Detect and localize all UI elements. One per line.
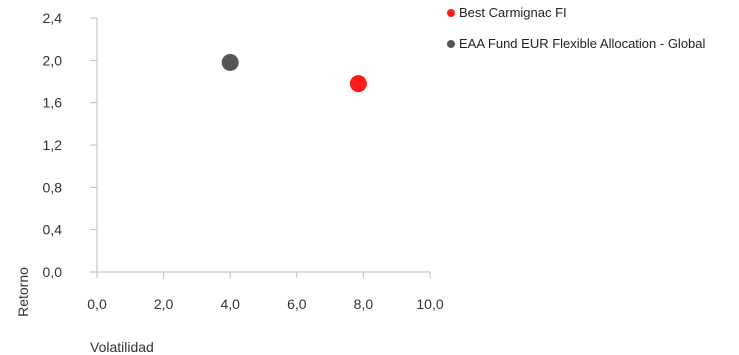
x-axis-ticks: 0,0 2,0 4,0 6,0 8,0 10,0 — [87, 272, 444, 312]
legend-marker-gray — [447, 39, 455, 48]
y-tick-label: 1,2 — [43, 137, 63, 153]
y-tick-label: 2,4 — [43, 10, 63, 26]
y-tick-label: 0,8 — [43, 179, 63, 195]
x-tick-label: 8,0 — [354, 296, 374, 312]
y-tick-label: 2,0 — [43, 52, 63, 68]
data-points — [221, 53, 367, 93]
x-tick-label: 10,0 — [416, 296, 443, 312]
legend-item-eaa-fund: EAA Fund EUR Flexible Allocation - Globa… — [447, 35, 705, 52]
data-point-0 — [349, 75, 367, 93]
y-tick-label: 0,0 — [43, 264, 63, 280]
y-axis-ticks: 0,0 0,4 0,8 1,2 1,6 2,0 2,4 — [43, 10, 97, 280]
x-tick-label: 4,0 — [220, 296, 240, 312]
x-axis-title: Volatilidad — [90, 339, 154, 355]
legend-label: Best Carmignac FI — [459, 5, 567, 20]
x-tick-label: 6,0 — [287, 296, 307, 312]
x-tick-label: 2,0 — [154, 296, 174, 312]
legend-item-best-carmignac: Best Carmignac FI — [447, 4, 705, 21]
y-axis-title: Retorno — [15, 267, 31, 317]
legend-label: EAA Fund EUR Flexible Allocation - Globa… — [459, 36, 706, 51]
y-tick-label: 1,6 — [43, 95, 63, 111]
legend-marker-red — [447, 8, 455, 17]
x-tick-label: 0,0 — [87, 296, 107, 312]
legend: Best Carmignac FI EAA Fund EUR Flexible … — [447, 4, 705, 66]
data-point-1 — [221, 53, 239, 71]
axes — [96, 18, 430, 273]
y-tick-label: 0,4 — [43, 222, 63, 238]
